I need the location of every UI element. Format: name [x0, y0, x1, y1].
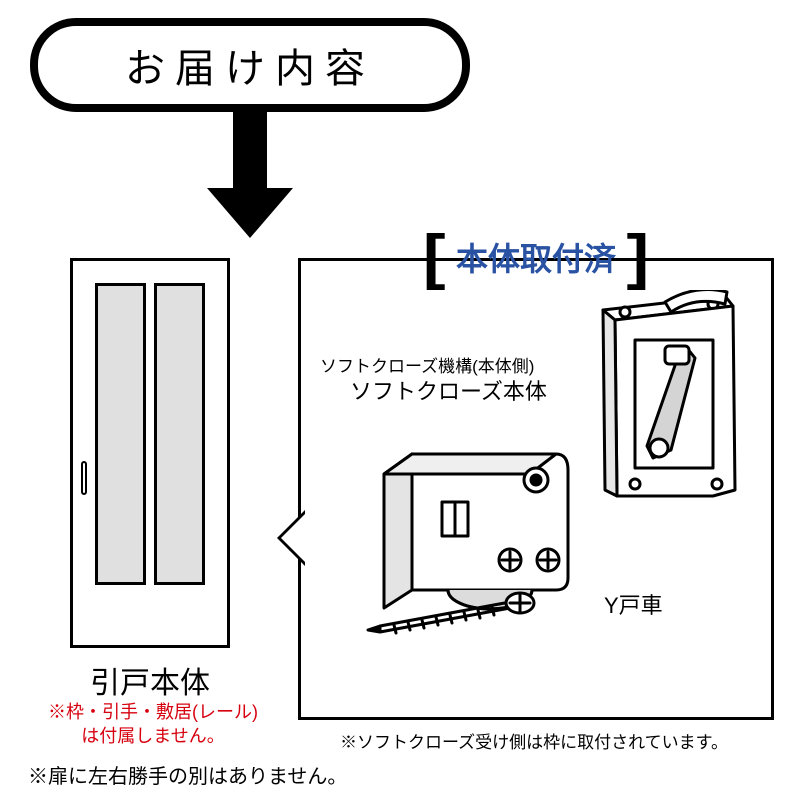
diagram-root: お届け内容 引戸本体 ※枠・引手・敷居(レール) は付属しません。 ※扉に左右勝… [0, 0, 800, 800]
soft-close-title: ソフトクローズ本体 [350, 374, 547, 406]
door-panel-left [95, 283, 146, 585]
bracket-right-icon: ] [626, 222, 649, 292]
box-header: [ 本体取付済 ] [330, 218, 742, 296]
title-bubble: お届け内容 [30, 18, 470, 112]
bottom-note: ※扉に左右勝手の別はありません。 [28, 760, 347, 789]
door-inner [95, 283, 205, 585]
red-exclusion-note: ※枠・引手・敷居(レール) は付属しません。 [28, 700, 278, 749]
red-note-line1: ※枠・引手・敷居(レール) [48, 702, 258, 722]
bracket-left-icon: [ [423, 222, 446, 292]
box-header-text: 本体取付済 [456, 234, 616, 280]
title-text: お届け内容 [125, 36, 375, 94]
callout-pointer-fill [281, 513, 306, 563]
red-note-line2: は付属しません。 [81, 726, 224, 746]
arrow-stem [233, 110, 267, 190]
arrow-head-icon [207, 188, 293, 238]
door-illustration [70, 258, 230, 648]
door-panel-right [154, 283, 205, 585]
roller-label: Y戸車 [604, 588, 663, 620]
roller-illustration [360, 430, 590, 660]
door-handle-icon [81, 461, 87, 495]
soft-close-illustration [575, 290, 755, 510]
box-footnote: ※ソフトクローズ受け側は枠に取付されています。 [340, 728, 728, 753]
door-label: 引戸本体 [70, 658, 230, 702]
